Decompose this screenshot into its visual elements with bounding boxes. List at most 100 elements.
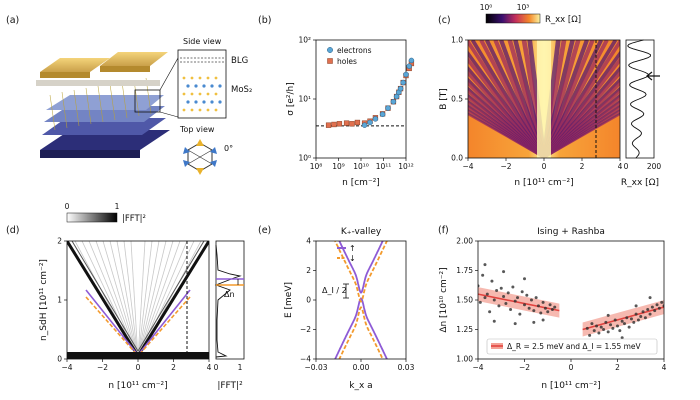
panel-d-ylabel: n_SdH [10¹¹ cm⁻²] [39, 259, 49, 341]
panel-b-xtick-label: 10¹² [398, 162, 414, 171]
panel-f-title: Ising + Rashba [537, 227, 605, 237]
delta-n-point [513, 299, 517, 303]
legend-box [486, 338, 658, 355]
delta-n-point [585, 326, 589, 330]
hole-point [349, 121, 355, 127]
panel-d-delta-n: Δn [224, 290, 235, 299]
panel-d-side-tick-0: 0 [214, 363, 219, 372]
device-3d-render [36, 52, 170, 158]
panel-f-xtick-label: 0 [569, 363, 574, 372]
panel-c-ytick-label: 0.5 [451, 95, 463, 104]
panel-e: (e) K₊-valley −0.03 0.00 0.03 −4 −2 0 2 4 ↑ ↓ Δ… [258, 225, 415, 391]
side-view-label: Side view [183, 37, 222, 46]
fft-harmonic-line [137, 241, 188, 359]
panel-d-colorbar-tick-1: 1 [115, 202, 120, 211]
delta-n-point [613, 318, 617, 322]
electron-point [390, 98, 397, 105]
panel-d-xtick-label: −4 [61, 363, 72, 372]
panel-c-ticks: −4 −2 0 2 4 0.0 0.5 1.0 [451, 36, 623, 172]
panel-e-ytick-label: 0 [306, 296, 311, 305]
panel-d-xtick-label: −2 [97, 363, 108, 372]
delta-n-point [529, 298, 533, 302]
panel-f-ytick-label: 1.75 [456, 266, 473, 275]
delta-n-point [620, 336, 624, 340]
panel-b-legend: electrons holes [327, 46, 372, 66]
panel-a-label: (a) [6, 15, 19, 26]
delta-n-point [504, 302, 508, 306]
delta-n-point [506, 291, 510, 295]
delta-n-point [609, 323, 613, 327]
panel-f-ytick-label: 1.00 [456, 355, 473, 364]
panel-b-xtick-label: 10⁸ [310, 162, 323, 171]
mos2-label: MoS₂ [231, 85, 252, 95]
delta-n-point [616, 324, 619, 328]
delta-n-point [592, 329, 596, 333]
panel-c-label: (c) [438, 15, 451, 26]
panel-e-ytick-label: 2 [306, 266, 311, 275]
delta-n-point [634, 312, 638, 316]
band-up-valence [334, 297, 388, 359]
delta-n-point [523, 303, 526, 307]
delta-n-point [588, 333, 592, 337]
landau-level-line [468, 113, 545, 158]
delta-n-point [536, 304, 540, 308]
twist-angle-label: 0° [224, 144, 233, 153]
panel-b-axes [315, 39, 407, 159]
delta-n-point [634, 304, 638, 308]
side-view-inset [177, 49, 227, 119]
delta-n-point [648, 312, 652, 316]
delta-n-point [523, 277, 526, 281]
panel-e-bands [334, 241, 388, 359]
legend-electrons-label: electrons [337, 46, 372, 55]
delta-n-point [622, 322, 626, 326]
delta-n-point [599, 325, 603, 329]
delta-n-point [502, 294, 506, 298]
panel-d-side-trace [214, 244, 242, 358]
panel-f-xlabel: n [10¹¹ cm⁻²] [541, 381, 600, 391]
panel-f-ytick-label: 1.50 [456, 296, 473, 305]
panel-e-xtick-label: −0.03 [305, 363, 328, 372]
panel-e-ticks: −0.03 0.00 0.03 −4 −2 0 2 4 [300, 237, 415, 373]
delta-n-point [653, 309, 657, 313]
panel-c: (c) 10⁰ 10³ R_xx [Ω] −4 −2 0 2 4 0.0 0.5 1.0 n … [438, 3, 661, 188]
panel-c-colorbar-tick-0: 10⁰ [480, 3, 493, 12]
panel-f-ticks: −4 −2 0 2 4 1.00 1.25 1.50 1.75 2.00 [456, 237, 666, 373]
panel-e-xtick-label: 0.00 [353, 363, 370, 372]
panel-c-arrow [646, 71, 660, 81]
delta-n-point [546, 310, 550, 314]
fft-harmonic-line [102, 241, 139, 359]
panel-c-side-xlabel: R_xx [Ω] [621, 178, 659, 188]
panel-b-ticks: 10⁸ 10⁹ 10¹⁰ 10¹¹ 10¹² 10⁰ 10¹ 10² [298, 36, 413, 172]
electron-point [361, 122, 368, 128]
delta-n-point [488, 310, 492, 314]
panel-d-side-xlabel: |FFT|² [217, 381, 243, 391]
fft-harmonic-line [109, 241, 139, 359]
landau-level-line [543, 113, 620, 158]
hole-point [354, 119, 361, 126]
panel-d-ytick-label: 2 [57, 237, 62, 246]
delta-n-point [625, 316, 629, 320]
panel-e-title: K₊-valley [341, 227, 382, 237]
delta-n-point [590, 322, 594, 326]
electron-point [372, 116, 379, 122]
fft-harmonic-line [130, 241, 139, 359]
delta-n-point [627, 325, 631, 329]
panel-c-xtick-label: 4 [618, 162, 623, 171]
delta-n-point [511, 285, 515, 289]
electron-point [408, 57, 415, 64]
delta-n-point [497, 304, 501, 308]
delta-n-point [541, 318, 545, 322]
electron-point [397, 85, 404, 92]
panel-e-ytick-label: −2 [300, 325, 311, 334]
panel-b-data [325, 57, 415, 128]
hole-point [343, 120, 350, 126]
delta-n-point [618, 329, 622, 333]
delta-n-point [492, 319, 496, 323]
delta-n-point [648, 296, 652, 300]
panel-c-side-trace [627, 39, 651, 159]
panel-c-colorbar-tick-1: 10³ [517, 3, 530, 12]
delta-n-point [532, 309, 536, 313]
panel-d-xtick-label: 4 [207, 363, 212, 372]
panel-d-side-axes [215, 240, 245, 360]
panel-e-ylabel: E [meV] [284, 282, 294, 318]
